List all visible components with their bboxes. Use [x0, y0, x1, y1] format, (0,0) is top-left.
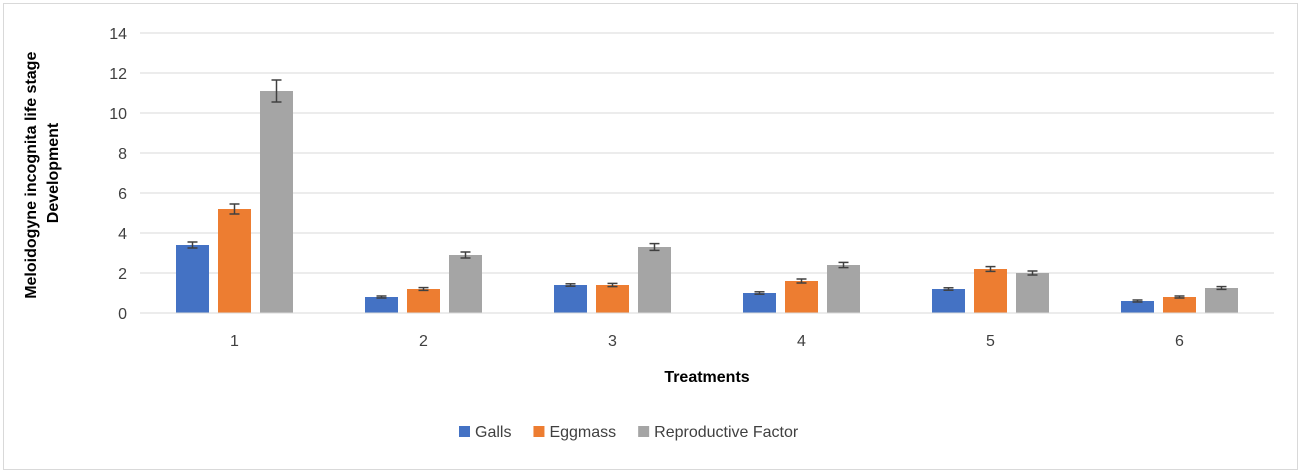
error-bar: [1132, 299, 1143, 303]
x-tick-label: 2: [419, 333, 428, 350]
y-tick-label: 2: [118, 266, 127, 283]
y-tick-label: 4: [118, 226, 127, 243]
error-bar: [649, 242, 660, 252]
gridlines: [140, 32, 1274, 274]
legend-item: Reproductive Factor: [638, 424, 799, 441]
legend-item: Eggmass: [533, 424, 616, 441]
error-bar: [565, 283, 576, 287]
error-bar: [376, 295, 387, 299]
bar-eggmass: [407, 289, 440, 313]
error-bar: [187, 241, 198, 249]
bar-reproductive-factor: [1016, 273, 1049, 313]
error-bar: [1174, 295, 1185, 299]
bars: [176, 79, 1238, 313]
y-tick-label: 12: [109, 66, 127, 83]
y-axis-title-line-2: Development: [45, 122, 62, 223]
y-tick-label: 6: [118, 186, 127, 203]
legend: Galls Eggmass Reproductive Factor: [459, 424, 799, 441]
bar-galls: [176, 245, 209, 313]
y-tick-label: 10: [109, 106, 127, 123]
x-tick-label: 1: [230, 333, 239, 350]
legend-label: Reproductive Factor: [654, 424, 799, 441]
x-tick-label: 6: [1175, 333, 1184, 350]
y-axis-ticks: 0 2 4 6 8 10 12 14: [109, 26, 127, 323]
legend-label: Eggmass: [549, 424, 616, 441]
bar-eggmass: [974, 269, 1007, 313]
legend-swatch: [533, 426, 545, 437]
y-tick-label: 0: [118, 306, 127, 323]
bar-reproductive-factor: [260, 91, 293, 313]
y-axis-title: Meloidogyne incognita life stage Develop…: [23, 47, 62, 299]
error-bar: [985, 265, 996, 273]
error-bar: [1027, 270, 1038, 276]
legend-swatch: [459, 426, 470, 437]
y-tick-label: 8: [118, 146, 127, 163]
y-axis-title-line-1: Meloidogyne incognita life stage: [23, 52, 40, 299]
bar-galls: [554, 285, 587, 313]
error-bar: [1216, 285, 1227, 291]
error-bar: [607, 282, 618, 288]
bar-galls: [743, 293, 776, 313]
bar-reproductive-factor: [638, 247, 671, 313]
y-tick-label: 14: [109, 26, 127, 43]
bar-reproductive-factor: [449, 255, 482, 313]
error-bar: [838, 261, 849, 269]
legend-swatch: [638, 426, 650, 437]
error-bar: [943, 287, 954, 291]
error-bar: [754, 291, 765, 295]
x-tick-label: 4: [797, 333, 806, 350]
bar-eggmass: [1163, 297, 1196, 313]
bar-galls: [1121, 301, 1154, 313]
bar-eggmass: [596, 285, 629, 313]
bar-eggmass: [218, 209, 251, 313]
x-tick-label: 3: [608, 333, 617, 350]
legend-item: Galls: [459, 424, 511, 441]
x-axis-ticks: 1 2 3 4 5 6: [230, 333, 1184, 350]
bar-reproductive-factor: [827, 265, 860, 313]
error-bar: [460, 251, 471, 259]
error-bar: [418, 286, 429, 292]
x-axis-title: Treatments: [664, 369, 749, 386]
legend-label: Galls: [475, 424, 511, 441]
error-bar: [796, 278, 807, 284]
bar-galls: [932, 289, 965, 313]
x-tick-label: 5: [986, 333, 995, 350]
error-bar: [229, 203, 240, 215]
error-bar: [271, 79, 282, 103]
bar-reproductive-factor: [1205, 288, 1238, 313]
bar-galls: [365, 297, 398, 313]
bar-eggmass: [785, 281, 818, 313]
